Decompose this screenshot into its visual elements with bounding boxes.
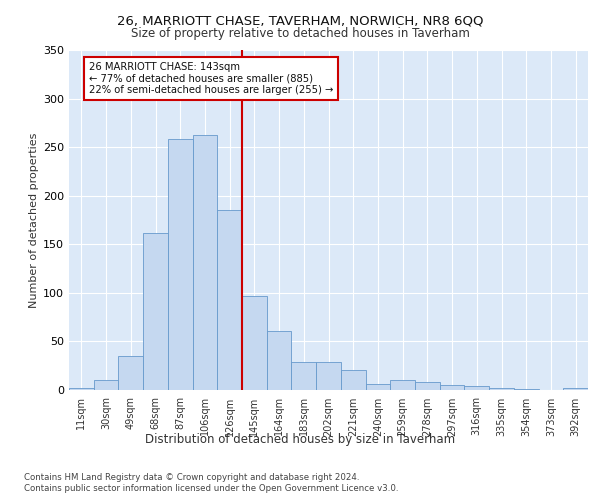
Bar xyxy=(464,386,489,390)
Text: Contains HM Land Registry data © Crown copyright and database right 2024.: Contains HM Land Registry data © Crown c… xyxy=(24,472,359,482)
Y-axis label: Number of detached properties: Number of detached properties xyxy=(29,132,39,308)
Bar xyxy=(514,389,539,390)
Bar xyxy=(168,140,193,390)
Bar xyxy=(440,385,464,390)
Text: 26, MARRIOTT CHASE, TAVERHAM, NORWICH, NR8 6QQ: 26, MARRIOTT CHASE, TAVERHAM, NORWICH, N… xyxy=(117,14,483,27)
Bar xyxy=(193,136,217,390)
Bar xyxy=(267,330,292,390)
Bar xyxy=(143,232,168,390)
Text: Size of property relative to detached houses in Taverham: Size of property relative to detached ho… xyxy=(131,28,469,40)
Bar xyxy=(489,388,514,390)
Bar xyxy=(365,384,390,390)
Bar xyxy=(217,210,242,390)
Bar xyxy=(94,380,118,390)
Bar xyxy=(316,362,341,390)
Bar xyxy=(69,388,94,390)
Bar xyxy=(118,356,143,390)
Bar xyxy=(563,388,588,390)
Bar xyxy=(390,380,415,390)
Bar xyxy=(242,296,267,390)
Bar xyxy=(341,370,365,390)
Text: 26 MARRIOTT CHASE: 143sqm
← 77% of detached houses are smaller (885)
22% of semi: 26 MARRIOTT CHASE: 143sqm ← 77% of detac… xyxy=(89,62,333,95)
Text: Contains public sector information licensed under the Open Government Licence v3: Contains public sector information licen… xyxy=(24,484,398,493)
Bar xyxy=(415,382,440,390)
Text: Distribution of detached houses by size in Taverham: Distribution of detached houses by size … xyxy=(145,432,455,446)
Bar xyxy=(292,362,316,390)
